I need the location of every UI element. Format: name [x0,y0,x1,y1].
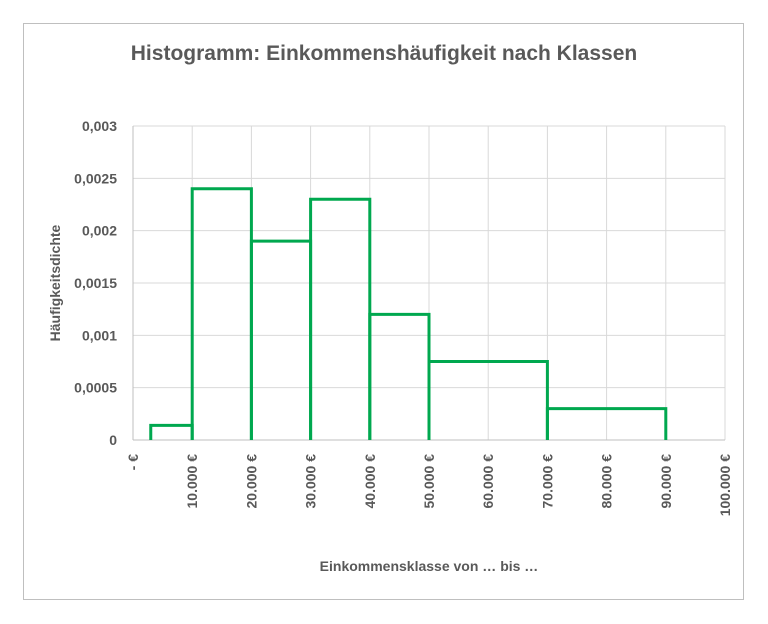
y-tick-label: 0,0005 [74,380,117,396]
histogram-bar [149,423,194,440]
x-axis-label: Einkommensklasse von … bis … [319,558,539,574]
histogram-bar [427,360,549,440]
x-tick-label: 60.000 € [480,454,496,509]
histogram-bar [309,197,372,440]
x-tick-label: 10.000 € [184,454,200,509]
x-tick-label: 90.000 € [658,454,674,509]
x-tick-label: 80.000 € [599,454,615,509]
histogram-bar [249,239,313,440]
chart-frame [23,23,744,600]
x-tick-label: 70.000 € [539,454,555,509]
y-tick-label: 0,003 [82,118,117,134]
y-tick-label: 0 [109,432,117,448]
x-tick-label: 40.000 € [362,454,378,509]
x-tick-label: 20.000 € [243,454,259,509]
y-tick-label: 0,001 [82,327,117,343]
chart-title: Histogramm: Einkommenshäufigkeit nach Kl… [130,42,638,65]
histogram-bar [545,407,668,440]
y-tick-label: 0,0025 [74,170,117,186]
x-tick-label: - € [125,454,141,471]
x-tick-label: 30.000 € [303,454,319,509]
y-tick-label: 0,0015 [74,275,117,291]
x-tick-label: 100.000 € [717,454,733,516]
x-tick-label: 50.000 € [421,454,437,509]
y-tick-label: 0,002 [82,223,117,239]
histogram-bar [190,187,253,440]
histogram-bar [368,312,431,440]
